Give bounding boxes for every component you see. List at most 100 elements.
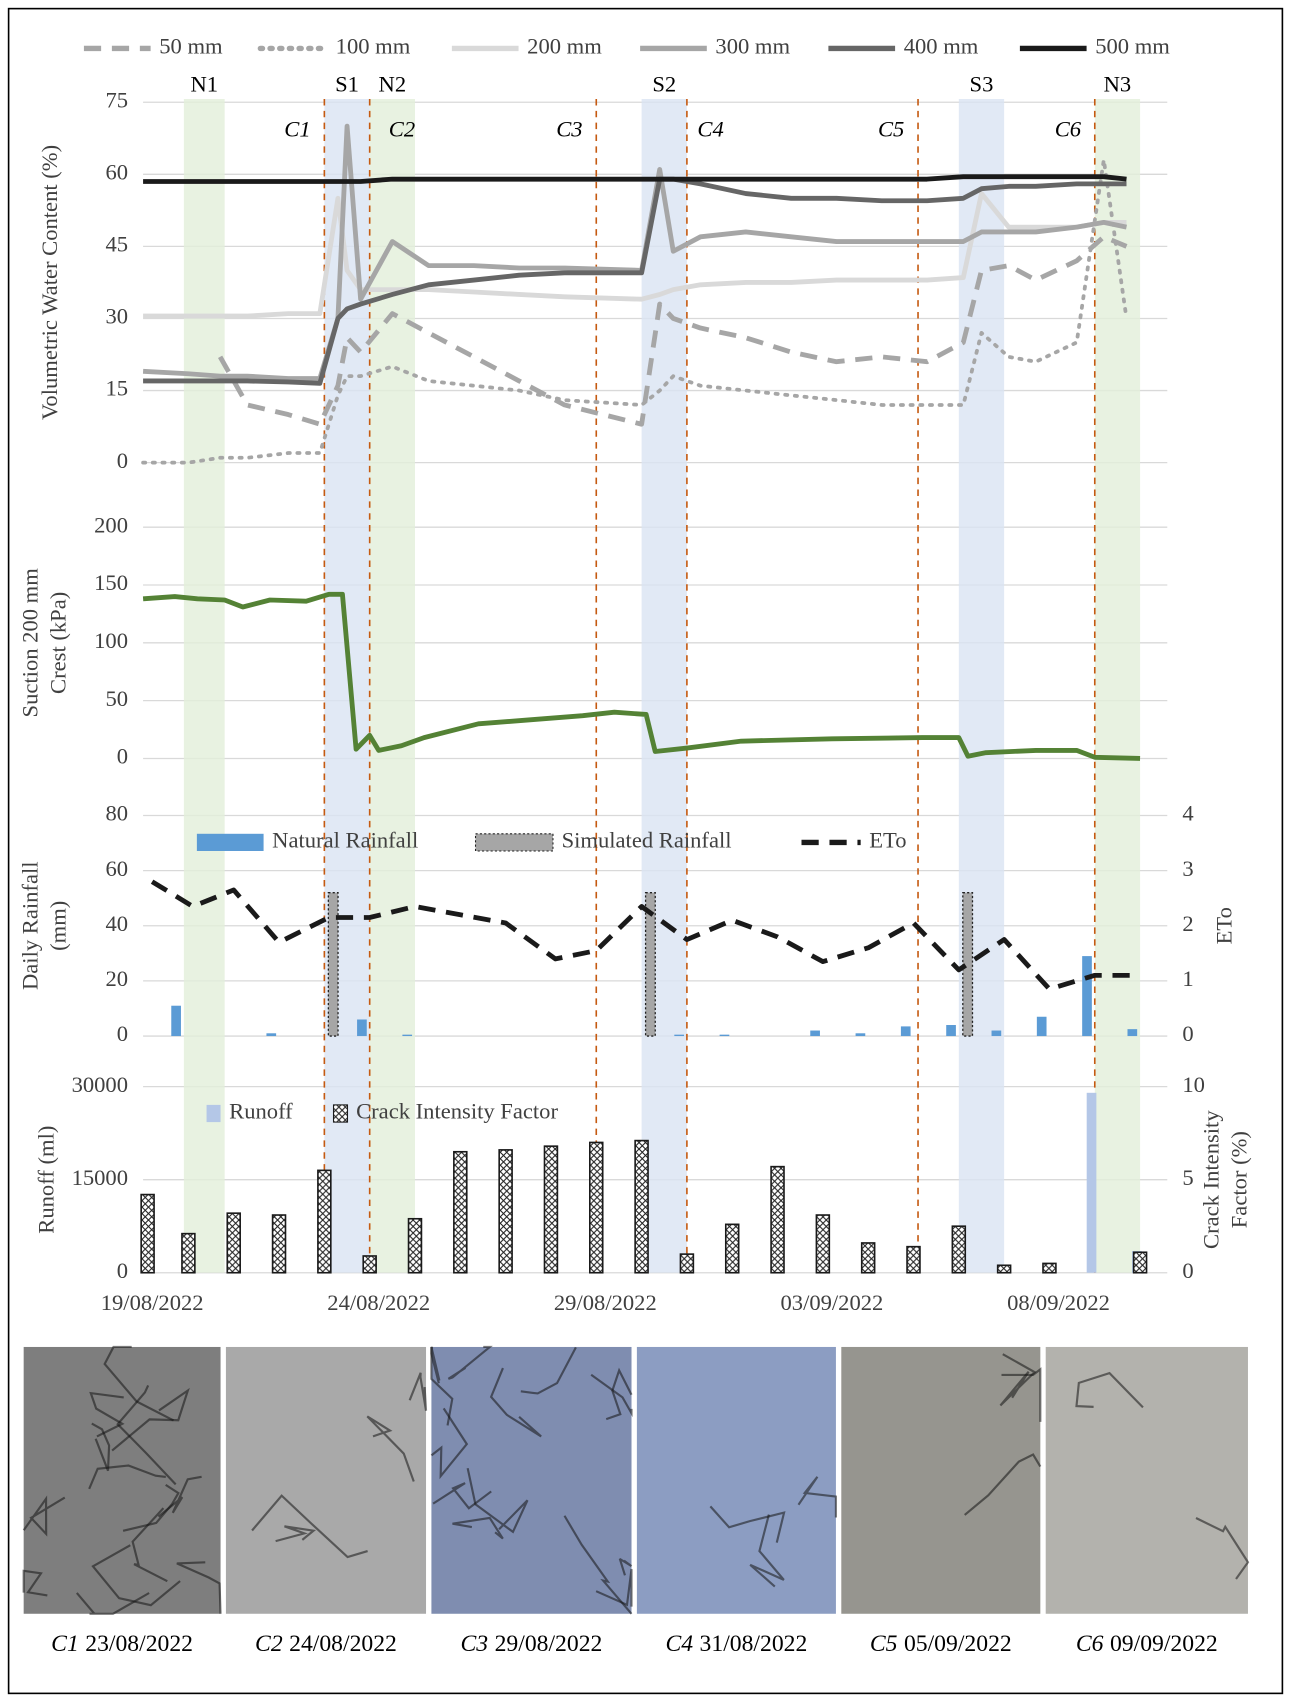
bar xyxy=(1134,1252,1147,1272)
event-label: N1 xyxy=(190,71,218,96)
event-label: S2 xyxy=(652,71,676,96)
legend-label: 500 mm xyxy=(1095,34,1170,59)
bar xyxy=(1082,956,1092,1036)
bar xyxy=(952,1226,965,1273)
bar xyxy=(1043,1263,1056,1272)
event-band xyxy=(324,99,369,1273)
bar xyxy=(674,1035,684,1036)
bar xyxy=(328,893,338,1036)
photo-caption: C609/09/2022 xyxy=(1076,1631,1218,1657)
bar xyxy=(1127,1029,1137,1036)
bar xyxy=(907,1247,920,1273)
bar xyxy=(816,1215,829,1273)
photo-caption: C4 31/08/2022 xyxy=(665,1631,807,1657)
x-tick-label: 19/08/2022 xyxy=(101,1290,204,1315)
y-tick-label: 75 xyxy=(105,87,128,112)
bar xyxy=(171,1006,181,1036)
y-tick-label: 20 xyxy=(105,966,128,991)
bar xyxy=(635,1141,648,1273)
x-tick-label: 29/08/2022 xyxy=(554,1290,657,1315)
bar xyxy=(992,1031,1002,1037)
y-axis-title: (mm) xyxy=(45,901,70,951)
y-tick-label: 15 xyxy=(105,376,128,401)
legend-label: 100 mm xyxy=(336,34,411,59)
crack-label: C3 xyxy=(556,116,582,141)
y-tick-label: 60 xyxy=(105,159,128,184)
event-label: S1 xyxy=(335,71,359,96)
caption-date: 29/08/2022 xyxy=(495,1631,603,1657)
bar xyxy=(771,1167,784,1273)
y2-axis-title: Factor (%) xyxy=(1227,1131,1252,1228)
bar xyxy=(1087,1093,1097,1273)
legend-label: ETo xyxy=(869,828,906,853)
legend-swatch xyxy=(334,1105,348,1122)
bar xyxy=(402,1035,412,1036)
y-tick-label: 30 xyxy=(105,304,128,329)
bar xyxy=(454,1152,467,1273)
y2-tick-label: 3 xyxy=(1182,856,1193,881)
y2-axis-title: Crack Intensity xyxy=(1199,1110,1224,1249)
y2-tick-label: 0 xyxy=(1182,1021,1193,1046)
legend-label: 50 mm xyxy=(159,34,223,59)
crack-photo xyxy=(637,1347,836,1614)
caption-label: C6 xyxy=(1076,1631,1104,1657)
bar xyxy=(499,1150,512,1273)
y-axis-title: Volumetric Water Content (%) xyxy=(37,145,62,420)
y2-tick-label: 5 xyxy=(1182,1165,1193,1190)
legend-label: Runoff xyxy=(229,1099,293,1124)
y2-tick-label: 2 xyxy=(1182,911,1193,936)
y-tick-label: 0 xyxy=(117,1258,128,1283)
caption-date: 24/08/2022 xyxy=(289,1631,397,1657)
y-tick-label: 150 xyxy=(94,570,128,595)
crack-label: C2 xyxy=(389,116,415,141)
bar xyxy=(1037,1017,1047,1036)
caption-date: 05/09/2022 xyxy=(904,1631,1012,1657)
bar xyxy=(363,1256,376,1273)
bar xyxy=(357,1020,367,1037)
event-band xyxy=(642,99,687,1273)
y-tick-label: 45 xyxy=(105,232,128,257)
caption-label: C4 xyxy=(665,1631,693,1657)
event-band xyxy=(1095,99,1140,1273)
bar xyxy=(318,1170,331,1272)
bar xyxy=(273,1215,286,1273)
y-axis-title: Suction 200 mm xyxy=(17,568,42,718)
bar xyxy=(901,1026,911,1036)
bar xyxy=(266,1033,276,1036)
y-tick-label: 0 xyxy=(117,744,128,769)
y2-axis-title: ETo xyxy=(1212,907,1237,944)
y-tick-label: 0 xyxy=(117,1021,128,1046)
crack-label: C5 xyxy=(878,116,904,141)
legend-swatch xyxy=(197,834,264,851)
x-tick-label: 03/09/2022 xyxy=(780,1290,883,1315)
bar xyxy=(726,1224,739,1272)
legend-label: 400 mm xyxy=(904,34,979,59)
x-tick-label: 24/08/2022 xyxy=(327,1290,430,1315)
caption-date: 31/08/2022 xyxy=(700,1631,808,1657)
crack-photo xyxy=(24,1347,221,1614)
bar xyxy=(544,1146,557,1273)
crack-label: C6 xyxy=(1055,116,1082,141)
bar xyxy=(227,1213,240,1273)
y-tick-label: 50 xyxy=(105,686,128,711)
crack-label: C4 xyxy=(697,116,723,141)
legend-label: 300 mm xyxy=(715,34,790,59)
bar xyxy=(680,1254,693,1273)
figure: 01530456075Volumetric Water Content (%)0… xyxy=(0,0,1291,1702)
bar xyxy=(590,1142,603,1272)
y-tick-label: 60 xyxy=(105,856,128,881)
y-tick-label: 40 xyxy=(105,911,128,936)
x-tick-label: 08/09/2022 xyxy=(1007,1290,1110,1315)
photo-caption: C123/08/2022 xyxy=(51,1631,193,1657)
y-axis-title: Crest (kPa) xyxy=(45,592,70,694)
legend-label: Natural Rainfall xyxy=(272,828,418,853)
y-tick-label: 30000 xyxy=(72,1072,128,1097)
event-label: N3 xyxy=(1104,71,1132,96)
bar xyxy=(409,1219,422,1273)
y-tick-label: 100 xyxy=(94,628,128,653)
legend-label: 200 mm xyxy=(527,34,602,59)
y-axis-title: Daily Rainfall xyxy=(17,861,42,990)
